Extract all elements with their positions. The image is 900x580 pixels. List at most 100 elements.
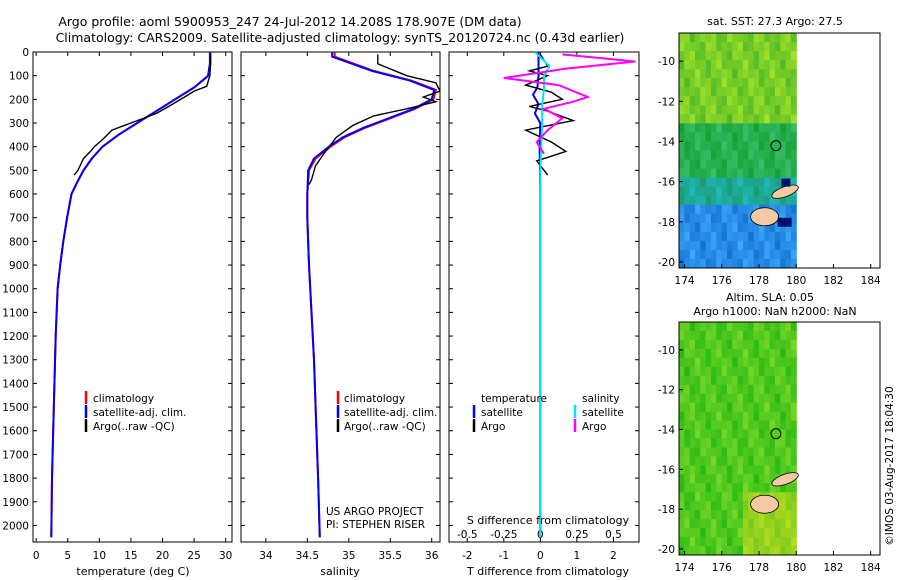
difference-axes xyxy=(448,51,640,543)
map-cell xyxy=(753,42,760,52)
map-cell xyxy=(790,429,797,440)
map-cell xyxy=(684,105,691,115)
map-cell xyxy=(785,78,792,88)
map-cell xyxy=(684,331,691,341)
map-cell xyxy=(748,375,755,386)
land-island-vanua-levu xyxy=(771,184,799,199)
map-cell xyxy=(716,186,723,197)
map-cell xyxy=(769,420,776,431)
map-cell xyxy=(758,510,765,520)
map-cell xyxy=(695,447,701,458)
salinity-legend: climatology satellite-adj. clim. Argo(..… xyxy=(336,391,437,433)
map-cell xyxy=(790,141,797,152)
map-cell xyxy=(705,465,712,475)
y-tick-label: 2000 xyxy=(2,520,29,532)
map-cell xyxy=(780,519,787,529)
map-cell xyxy=(743,60,749,70)
map-cell xyxy=(764,331,771,341)
map-cell xyxy=(684,60,691,70)
map-cell xyxy=(727,51,733,61)
map-cell xyxy=(721,69,728,79)
map-cell xyxy=(689,331,696,341)
map-cell xyxy=(743,213,749,224)
map-cell xyxy=(758,150,765,161)
x-tick-label: 35.5 xyxy=(379,550,402,562)
map-cell xyxy=(748,159,755,170)
map-cell xyxy=(716,105,723,115)
map-cell xyxy=(684,96,691,106)
map-cell xyxy=(689,429,696,440)
map-cell xyxy=(689,231,696,242)
map-cell xyxy=(753,87,760,97)
map-cell xyxy=(790,78,797,88)
map-cell xyxy=(684,231,691,242)
map-cell xyxy=(774,402,781,413)
map-cell xyxy=(764,366,771,377)
map-cell xyxy=(743,69,749,79)
map-cell xyxy=(774,159,781,170)
map-cell xyxy=(774,123,781,133)
map-cell xyxy=(727,339,733,350)
sst-map-panel: sat. SST: 27.3 Argo: 27.5 174 176 178 180 18… xyxy=(658,15,881,287)
map-cell xyxy=(748,366,755,377)
map-cell xyxy=(764,402,771,413)
map-cell xyxy=(780,240,787,251)
map-cell xyxy=(769,331,776,341)
map-cell xyxy=(684,393,691,404)
map-cell xyxy=(684,429,691,440)
map-cell xyxy=(689,357,696,368)
map-cell xyxy=(743,331,749,341)
map-cell xyxy=(716,141,723,152)
map-cell xyxy=(748,186,755,197)
map-cell xyxy=(737,150,744,161)
map-cell xyxy=(737,259,744,268)
map-cell xyxy=(721,249,728,260)
map-cell xyxy=(727,114,733,124)
map-cell xyxy=(790,384,797,395)
map-cell xyxy=(785,465,792,475)
x-tick-label: 0 xyxy=(537,550,544,562)
map-cell xyxy=(695,474,701,484)
map-cell xyxy=(716,42,723,52)
map-cell xyxy=(785,366,792,377)
y-tick-label: 1200 xyxy=(2,331,29,343)
map-cell xyxy=(732,259,739,268)
legend-label-clim: climatology xyxy=(93,393,154,405)
map-cell xyxy=(790,447,797,458)
map-cell xyxy=(700,150,707,161)
map-cell xyxy=(727,96,733,106)
map-cell xyxy=(705,420,712,431)
map-cell xyxy=(769,438,776,449)
map-cell xyxy=(753,357,760,368)
map-cell xyxy=(732,411,739,422)
map-cell xyxy=(695,114,701,124)
map-cell xyxy=(711,483,717,493)
map-cell xyxy=(700,357,707,368)
map-cell xyxy=(748,537,755,547)
map-cell xyxy=(705,366,712,377)
x-tick-label: 176 xyxy=(712,562,732,574)
map-cell xyxy=(737,546,744,555)
map-cell xyxy=(758,537,765,547)
map-cell xyxy=(679,87,685,97)
map-cell xyxy=(695,259,701,268)
map-cell xyxy=(732,348,739,359)
map-cell xyxy=(711,375,717,386)
map-cell xyxy=(705,114,712,124)
map-cell xyxy=(743,105,749,115)
map-cell xyxy=(727,501,733,511)
map-cell xyxy=(695,87,701,97)
map-cell xyxy=(748,33,755,43)
map-cell xyxy=(769,42,776,52)
map-cell xyxy=(695,150,701,161)
map-cell xyxy=(764,420,771,431)
map-cell xyxy=(743,150,749,161)
legend-label-s-sat: satellite xyxy=(582,407,624,419)
map-cell xyxy=(689,60,696,70)
map-cell xyxy=(716,447,723,458)
map-cell xyxy=(790,42,797,52)
map-cell xyxy=(737,429,744,440)
difference-panel: -2 -1 0 1 2-0.5 -0.25 0 0.25 0.5 T difference fr… xyxy=(448,51,640,578)
map-cell xyxy=(689,348,696,359)
map-cell xyxy=(689,537,696,547)
